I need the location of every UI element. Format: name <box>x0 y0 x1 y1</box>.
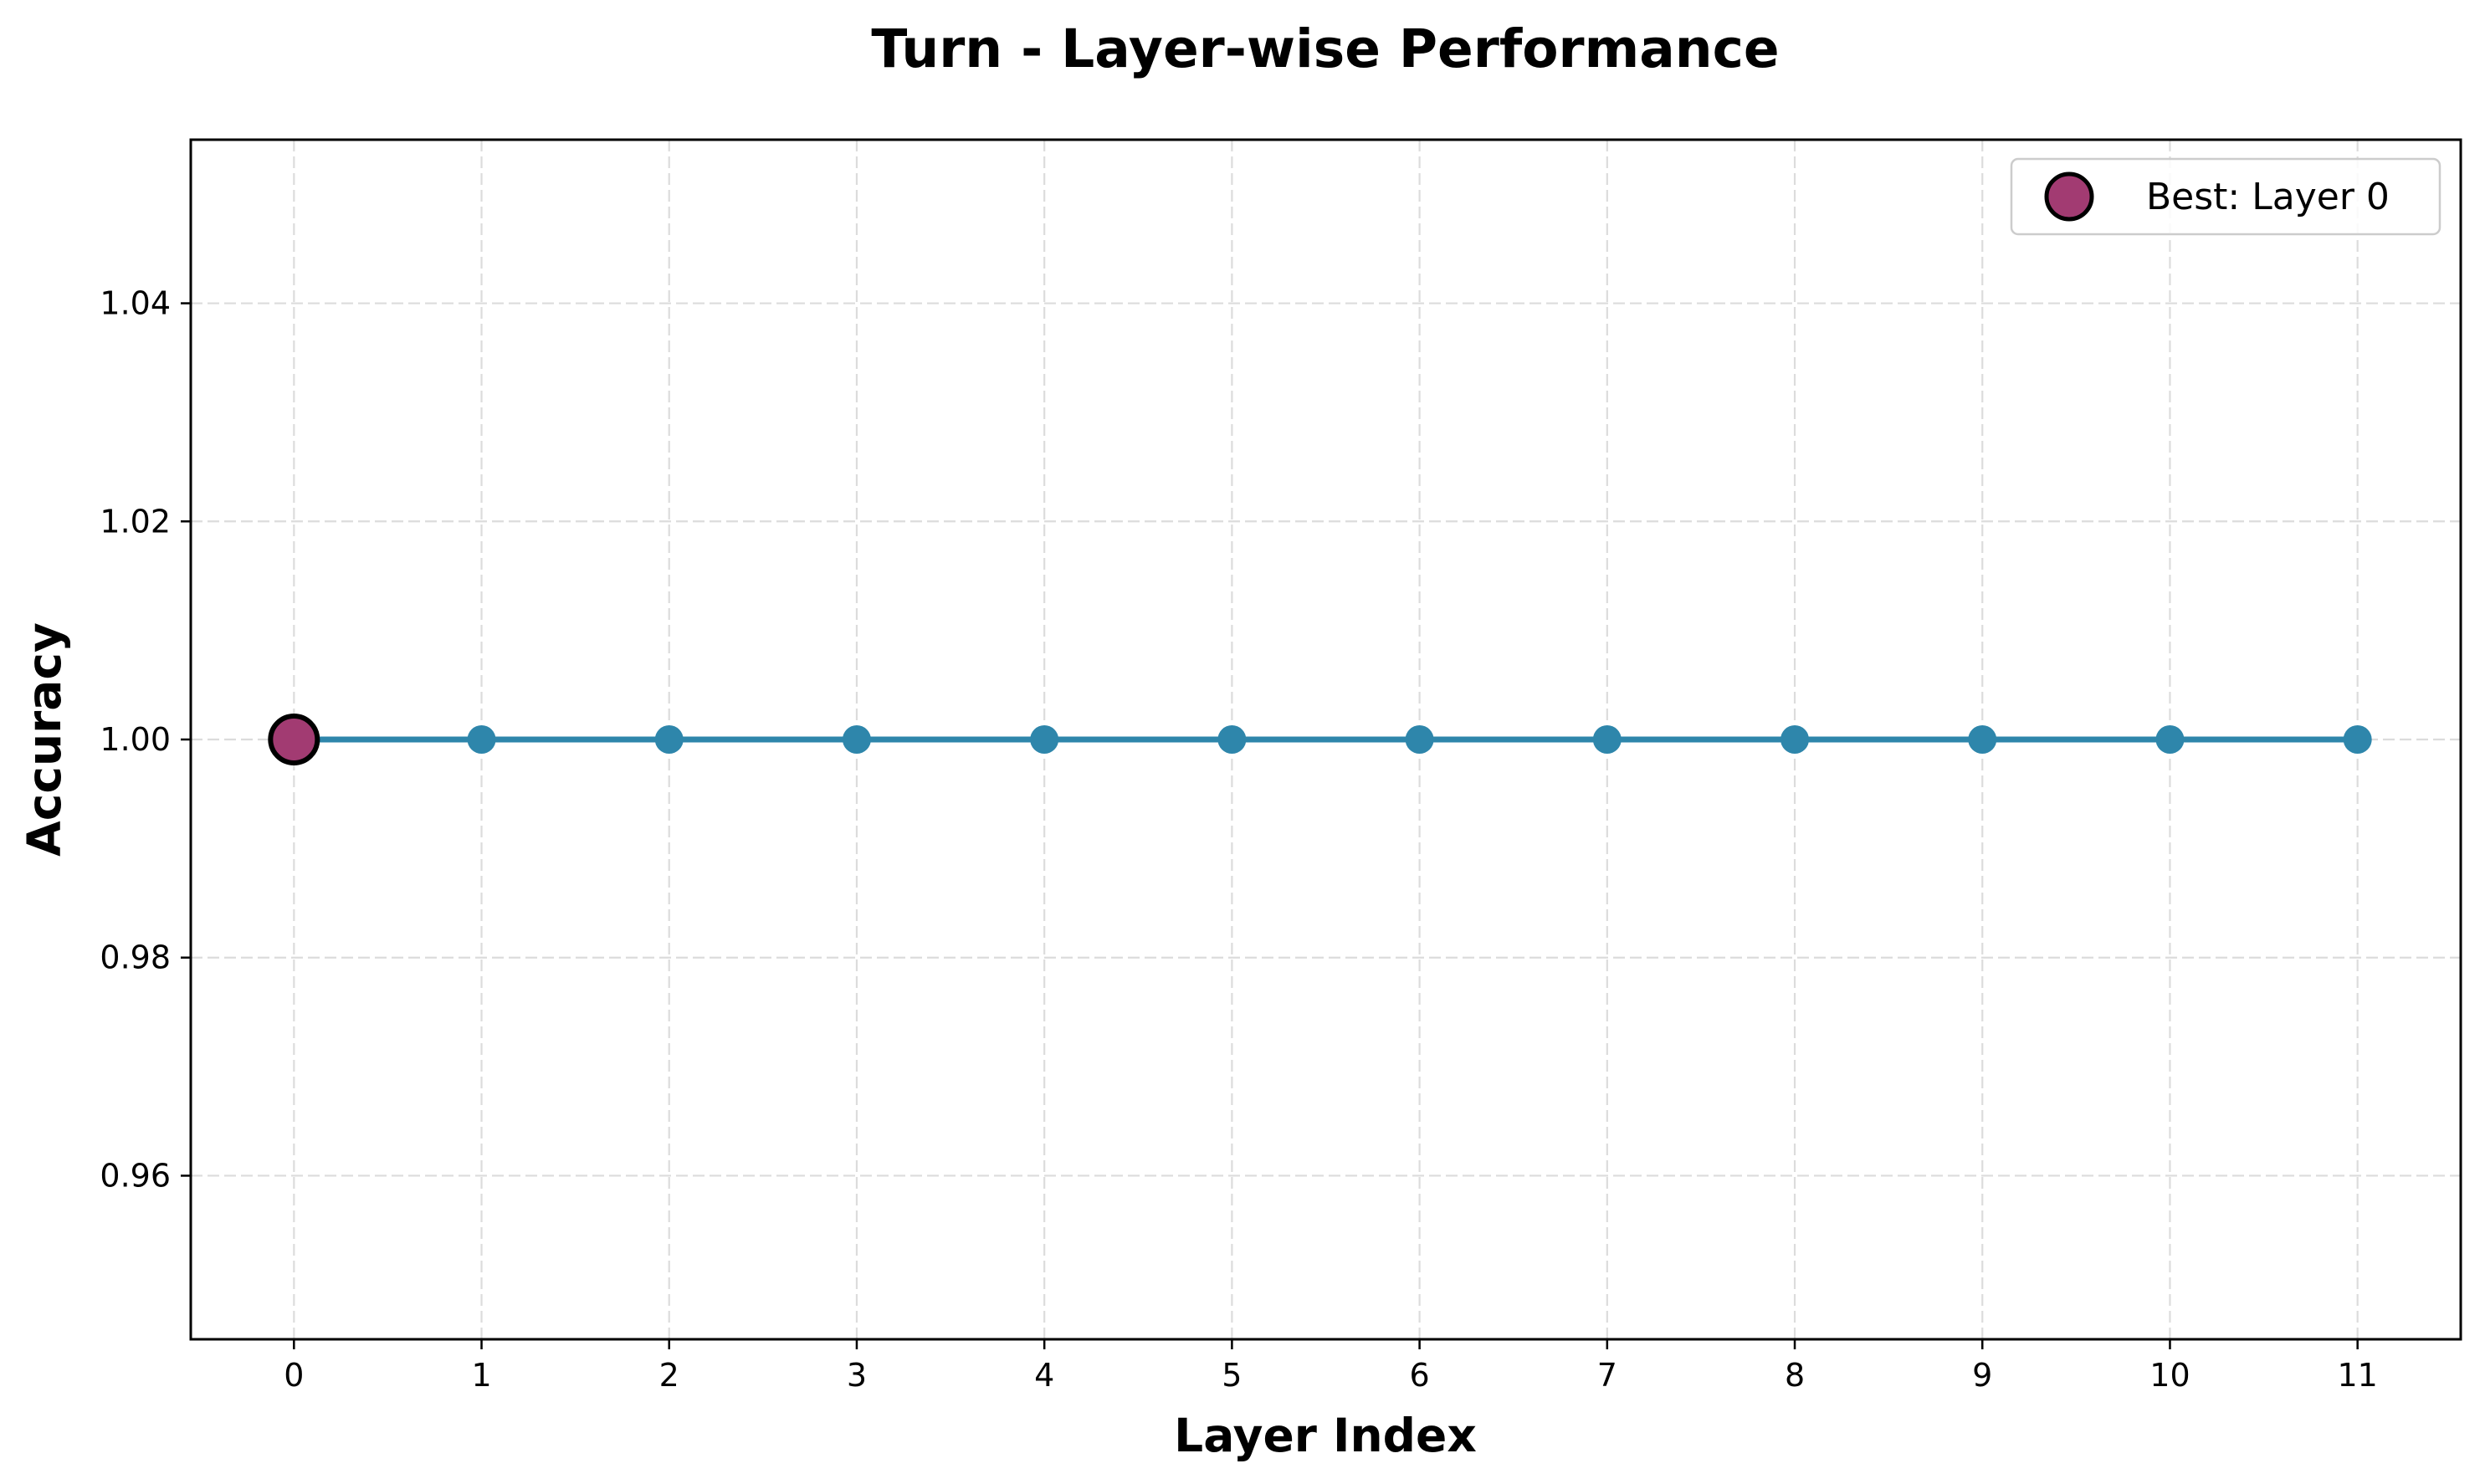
x-tick-label: 2 <box>659 1357 679 1394</box>
y-axis-ticks: 0.96 0.98 1.00 1.02 1.04 <box>100 285 191 1194</box>
x-tick-label: 10 <box>2149 1357 2190 1394</box>
y-axis-label: Accuracy <box>18 622 71 857</box>
data-point <box>467 725 496 754</box>
y-tick-label: 1.00 <box>100 721 171 758</box>
data-point <box>654 725 684 754</box>
y-tick-label: 0.96 <box>100 1157 171 1194</box>
x-tick-label: 5 <box>1222 1357 1242 1394</box>
legend-best-marker <box>2044 171 2094 222</box>
x-tick-label: 0 <box>284 1357 304 1394</box>
data-point <box>2155 725 2185 754</box>
data-point <box>1405 725 1434 754</box>
best-point-marker <box>268 714 320 765</box>
x-tick-label: 8 <box>1785 1357 1805 1394</box>
x-tick-label: 9 <box>1972 1357 1992 1394</box>
data-point <box>1968 725 1997 754</box>
data-point <box>1780 725 1810 754</box>
legend-entry-best: Best: Layer 0 <box>2146 176 2390 218</box>
x-tick-label: 11 <box>2338 1357 2378 1394</box>
legend: Best: Layer 0 <box>2010 157 2441 236</box>
y-tick-label: 1.02 <box>100 503 171 540</box>
data-point <box>1592 725 1622 754</box>
x-tick-label: 4 <box>1034 1357 1054 1394</box>
series-layer <box>268 714 2372 765</box>
chart-title: Turn - Layer-wise Performance <box>871 18 1779 79</box>
x-tick-label: 1 <box>471 1357 491 1394</box>
y-tick-label: 1.04 <box>100 285 171 322</box>
legend-box <box>2010 157 2441 236</box>
x-tick-label: 6 <box>1410 1357 1430 1394</box>
data-point <box>1217 725 1247 754</box>
y-tick-label: 0.98 <box>100 939 171 976</box>
x-tick-label: 7 <box>1597 1357 1617 1394</box>
x-tick-label: 3 <box>847 1357 867 1394</box>
data-point <box>1030 725 1059 754</box>
data-point <box>842 725 871 754</box>
data-point <box>2343 725 2372 754</box>
x-axis-label: Layer Index <box>1174 1409 1477 1462</box>
x-axis-ticks: 0 1 2 3 4 5 6 7 8 9 10 11 <box>284 1339 2378 1394</box>
